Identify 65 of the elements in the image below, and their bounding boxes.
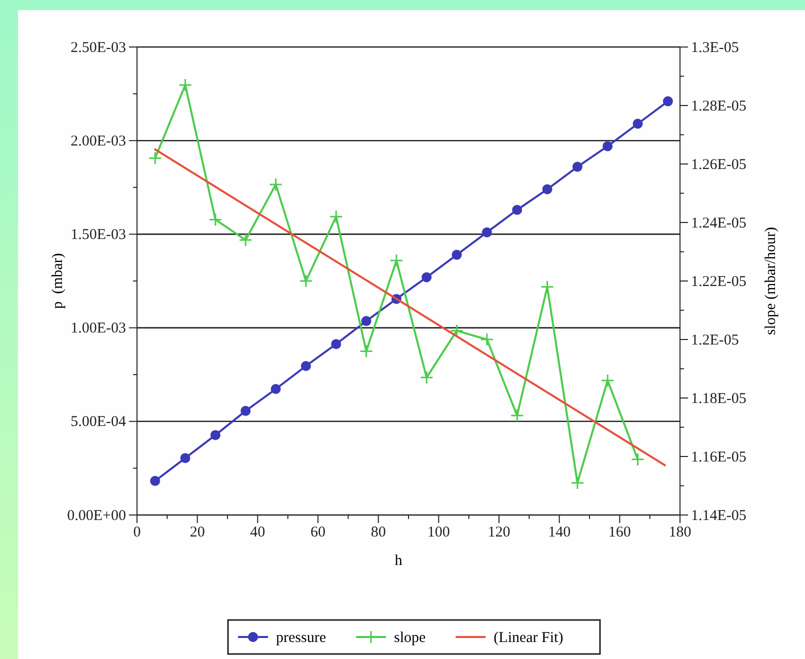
point bbox=[631, 452, 645, 466]
point bbox=[180, 453, 190, 464]
point bbox=[299, 274, 313, 288]
y-axis-title: p (mbar) bbox=[50, 253, 66, 309]
point bbox=[450, 324, 464, 338]
point bbox=[361, 316, 372, 326]
x-tick-label: 120 bbox=[488, 524, 510, 541]
point bbox=[270, 384, 281, 394]
y-tick-label: 0.00E+00 bbox=[67, 508, 126, 524]
point bbox=[269, 178, 283, 192]
point bbox=[572, 162, 582, 172]
x-axis-title: h bbox=[394, 553, 403, 569]
y2-tick-label: 1.3E-05 bbox=[691, 40, 739, 56]
point bbox=[329, 210, 343, 224]
y2-tick-label: 1.16E-05 bbox=[691, 449, 746, 466]
point bbox=[452, 250, 462, 260]
y2-tick-label: 1.18E-05 bbox=[691, 390, 746, 407]
point bbox=[238, 233, 252, 247]
point bbox=[422, 272, 432, 282]
point bbox=[210, 430, 220, 440]
point bbox=[602, 141, 613, 152]
x-tick-label: 160 bbox=[608, 524, 631, 541]
point bbox=[512, 204, 522, 215]
x-tick-label: 100 bbox=[427, 524, 450, 541]
point bbox=[331, 339, 342, 350]
y2-tick-label: 1.24E-05 bbox=[691, 215, 746, 232]
x-tick-label: 80 bbox=[370, 524, 386, 541]
point bbox=[600, 374, 614, 388]
point bbox=[570, 476, 584, 490]
point bbox=[178, 78, 192, 92]
point bbox=[360, 344, 374, 358]
point bbox=[540, 280, 554, 294]
legend-label: slope bbox=[394, 630, 426, 646]
x-tick-label: 140 bbox=[548, 524, 571, 541]
x-tick-label: 40 bbox=[250, 524, 266, 541]
y-tick-label: 5.00E-04 bbox=[70, 414, 126, 430]
point bbox=[208, 212, 222, 226]
legend-label: (Linear Fit) bbox=[494, 630, 564, 646]
y-tick-label: 2.00E-03 bbox=[70, 133, 126, 150]
y2-tick-label: 1.2E-05 bbox=[691, 332, 739, 348]
y2-tick-label: 1.26E-05 bbox=[691, 156, 746, 173]
point bbox=[632, 118, 643, 129]
x-tick-label: 20 bbox=[190, 524, 205, 541]
point bbox=[150, 476, 160, 486]
point bbox=[662, 96, 673, 106]
y2-tick-label: 1.22E-05 bbox=[691, 274, 746, 290]
point bbox=[420, 370, 434, 384]
point bbox=[300, 360, 311, 371]
y-tick-label: 2.50E-03 bbox=[70, 40, 126, 56]
point bbox=[390, 254, 404, 268]
y2-tick-label: 1.14E-05 bbox=[691, 508, 746, 524]
point bbox=[480, 332, 494, 346]
x-tick-label: 60 bbox=[310, 524, 326, 541]
point bbox=[240, 406, 251, 416]
point bbox=[510, 408, 524, 422]
legend-label: pressure bbox=[276, 630, 326, 646]
y2-tick-label: 1.28E-05 bbox=[691, 98, 746, 114]
x-tick-label: 180 bbox=[668, 524, 692, 541]
y2-axis-title: slope (mbar/hour) bbox=[763, 227, 779, 335]
point bbox=[148, 151, 162, 165]
point bbox=[542, 184, 552, 194]
x-tick-label: 0 bbox=[133, 524, 141, 541]
y-tick-label: 1.50E-03 bbox=[70, 227, 126, 243]
y-tick-label: 1.00E-03 bbox=[70, 320, 126, 337]
point bbox=[482, 227, 492, 238]
